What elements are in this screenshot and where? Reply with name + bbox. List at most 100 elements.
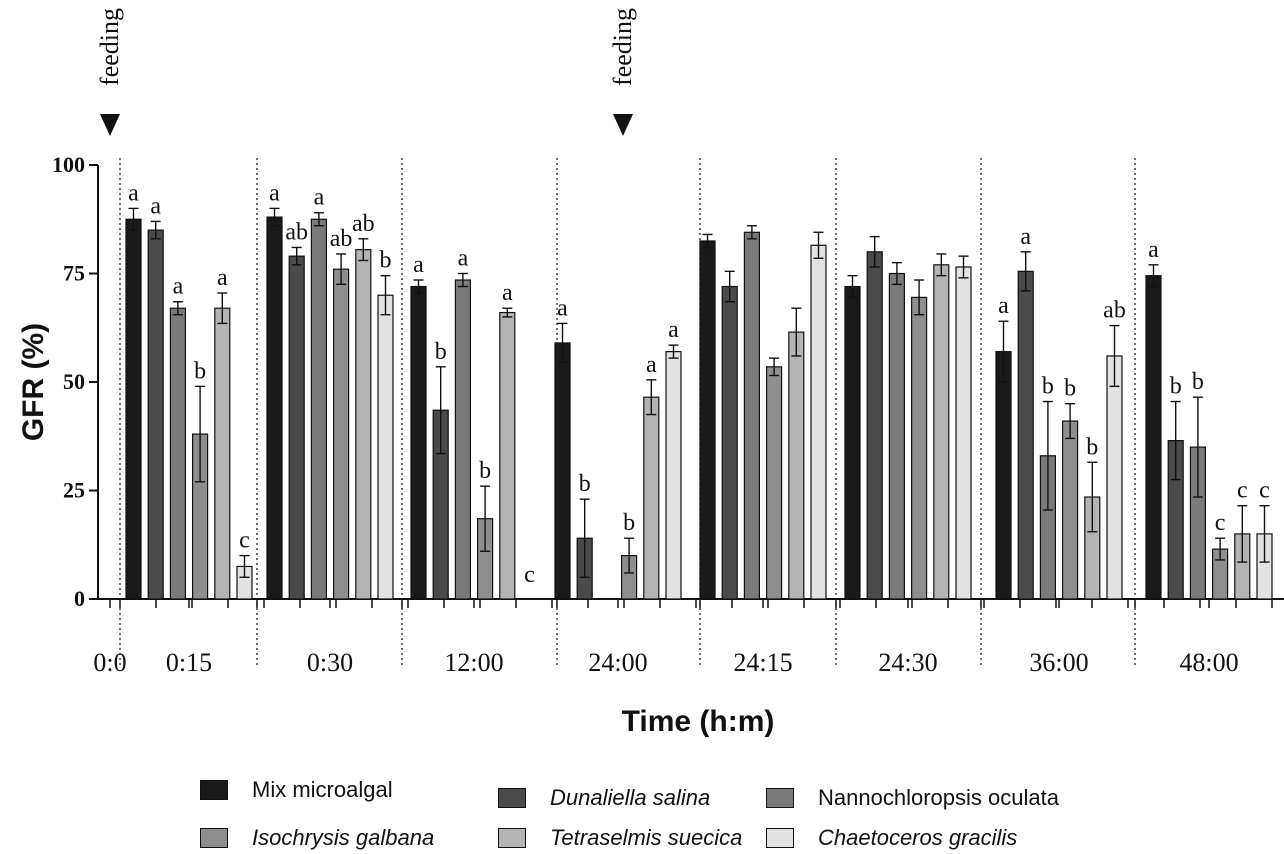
feeding-markers: feeding feeding <box>95 8 637 136</box>
significance-letter: b <box>623 510 635 536</box>
legend: Mix microalgal Dunaliella salina Nannochlo… <box>200 774 1280 851</box>
legend-item: Tetraselmis suecica <box>498 822 742 854</box>
x-tick-label: 0:0 <box>93 648 126 677</box>
bars <box>125 207 1273 600</box>
bar <box>888 272 906 600</box>
significance-letter: a <box>150 193 161 219</box>
bar <box>743 231 761 600</box>
significance-letter: b <box>1192 369 1204 395</box>
significance-letter: b <box>1086 434 1098 460</box>
significance-letter: ab <box>285 219 308 245</box>
bar <box>643 396 660 600</box>
bar <box>866 251 883 600</box>
y-axis-title: GFR (%) <box>17 323 50 441</box>
legend-item: Dunaliella salina <box>498 782 710 814</box>
significance-letter: a <box>1148 237 1159 263</box>
bar <box>1017 270 1034 600</box>
legend-label: Nannochloropsis oculata <box>818 785 1059 810</box>
significance-letter: ab <box>352 211 375 237</box>
legend-swatch <box>766 828 794 848</box>
bar <box>995 351 1012 600</box>
significance-letter: a <box>646 352 657 378</box>
significance-letter: a <box>998 293 1009 319</box>
significance-letter: b <box>1042 374 1054 400</box>
legend-swatch <box>766 788 794 808</box>
significance-letter: b <box>1170 374 1182 400</box>
significance-letter: b <box>380 248 392 274</box>
significance-letter: c <box>1259 478 1270 504</box>
bar <box>454 279 471 600</box>
significance-letter: c <box>1215 510 1226 536</box>
significance-letter: a <box>173 274 184 300</box>
bar <box>214 307 231 600</box>
bar <box>699 240 716 600</box>
y-tick-label: 75 <box>63 261 85 286</box>
significance-letter: a <box>269 180 280 206</box>
significance-letter: ab <box>1103 298 1126 324</box>
feeding-arrow <box>100 114 120 136</box>
bar <box>788 331 805 600</box>
significance-letter: a <box>217 265 228 291</box>
feeding-arrow <box>613 114 633 136</box>
x-tick-label: 48:00 <box>1179 648 1238 677</box>
bar <box>147 229 164 600</box>
legend-item: Chaetoceros gracilis <box>766 822 1017 854</box>
x-tick-label: 0:30 <box>307 648 353 677</box>
significance-letter: a <box>668 317 679 343</box>
significance-letter: c <box>239 528 250 554</box>
bar <box>410 285 427 600</box>
legend-swatch <box>498 788 526 808</box>
bar <box>665 351 682 600</box>
x-axis-title: Time (h:m) <box>622 705 775 738</box>
legend-swatch <box>200 828 228 848</box>
x-tick-label: 36:00 <box>1029 648 1088 677</box>
bar <box>310 218 327 600</box>
y-tick-label: 0 <box>74 586 85 611</box>
legend-swatch <box>200 780 228 800</box>
x-tick-label: 12:00 <box>444 648 503 677</box>
bar <box>355 249 372 600</box>
significance-letter: ab <box>330 226 353 252</box>
significance-letter: c <box>1237 478 1248 504</box>
legend-item: Isochrysis galbana <box>200 822 434 854</box>
bar <box>125 218 142 600</box>
significance-letter: a <box>128 180 139 206</box>
bar <box>499 311 516 600</box>
significance-letter: a <box>502 280 513 306</box>
y-tick-label: 100 <box>52 152 85 177</box>
legend-item: Nannochloropsis oculata <box>766 782 1059 814</box>
x-tick-label: 24:00 <box>588 648 647 677</box>
legend-label: Isochrysis galbana <box>252 825 435 850</box>
bar <box>266 216 283 600</box>
legend-swatch <box>498 828 526 848</box>
bar <box>810 244 827 600</box>
feeding-label: feeding <box>608 8 637 86</box>
legend-label: Tetraselmis suecica <box>550 825 743 850</box>
bar <box>933 264 950 600</box>
significance-letter: b <box>479 458 491 484</box>
x-tick-label: 0:15 <box>166 648 212 677</box>
tick-labels: 0 25 50 75 100 0:0 0:15 0:30 12:00 24:00 24:15 24:3… <box>52 152 1239 677</box>
bar <box>844 285 861 600</box>
significance-letter: a <box>1020 224 1031 250</box>
significance-letter: a <box>413 252 424 278</box>
x-tick-label: 24:30 <box>878 648 937 677</box>
feeding-label: feeding <box>95 8 124 86</box>
bar <box>1061 420 1079 600</box>
legend-label: Chaetoceros gracilis <box>818 825 1018 850</box>
significance-letter: b <box>1064 376 1076 402</box>
bar <box>554 342 571 600</box>
bar <box>955 266 972 600</box>
significance-letter: a <box>314 185 325 211</box>
bar <box>910 296 928 600</box>
legend-item: Mix microalgal <box>200 774 393 806</box>
bar <box>765 366 783 600</box>
y-tick-label: 25 <box>63 478 85 503</box>
legend-label: Mix microalgal <box>252 777 393 802</box>
bar <box>1106 355 1123 600</box>
bar <box>721 285 738 600</box>
significance-letter: c <box>524 562 535 588</box>
significance-letter: a <box>458 246 469 272</box>
